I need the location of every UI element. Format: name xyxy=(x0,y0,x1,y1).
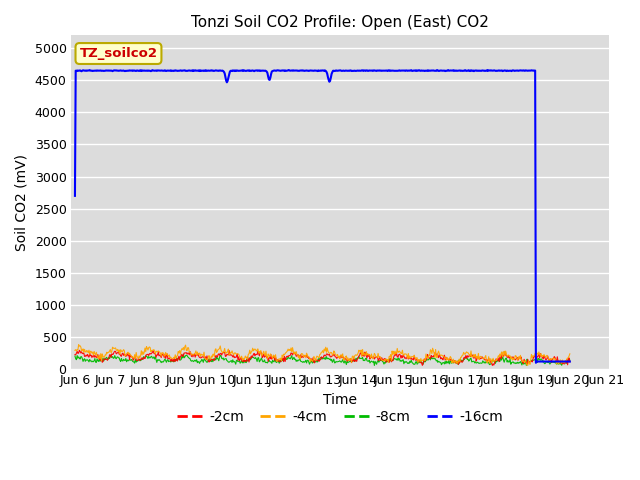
Legend: -2cm, -4cm, -8cm, -16cm: -2cm, -4cm, -8cm, -16cm xyxy=(172,404,509,429)
Title: Tonzi Soil CO2 Profile: Open (East) CO2: Tonzi Soil CO2 Profile: Open (East) CO2 xyxy=(191,15,489,30)
Text: TZ_soilco2: TZ_soilco2 xyxy=(79,47,157,60)
X-axis label: Time: Time xyxy=(323,393,357,407)
Y-axis label: Soil CO2 (mV): Soil CO2 (mV) xyxy=(15,154,29,251)
